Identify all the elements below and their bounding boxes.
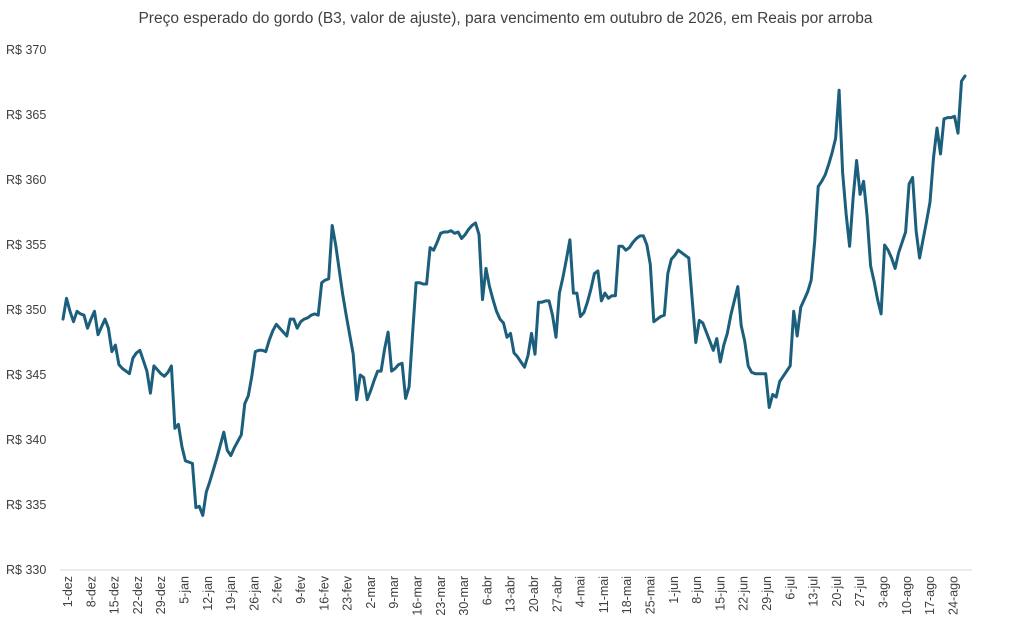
x-tick-label: 22-dez — [131, 576, 145, 614]
x-tick-label: 24-ago — [946, 576, 960, 615]
x-tick-label: 25-mai — [644, 576, 658, 614]
x-tick-label: 6-abr — [480, 576, 494, 605]
x-tick-label: 2-mar — [364, 576, 378, 609]
x-tick-label: 29-jun — [760, 576, 774, 611]
x-tick-label: 22-jun — [737, 576, 751, 611]
x-tick-label: 9-mar — [387, 576, 401, 609]
x-tick-label: 8-dez — [84, 576, 98, 607]
x-tick-label: 13-abr — [504, 576, 518, 612]
x-tick-label: 20-jul — [830, 576, 844, 607]
chart-title: Preço esperado do gordo (B3, valor de aj… — [138, 10, 873, 27]
x-tick-label: 30-mar — [457, 576, 471, 616]
x-axis: 1-dez 8-dez 15-dez 22-dez 29-dez 5-jan 12-jan 1… — [61, 575, 960, 615]
x-tick-label: 2-fev — [271, 575, 285, 604]
x-tick-label: 29-dez — [154, 576, 168, 614]
x-tick-label: 3-ago — [877, 576, 891, 608]
y-tick-label: R$ 340 — [6, 433, 46, 447]
x-tick-label: 1-dez — [61, 576, 75, 607]
x-tick-label: 26-jan — [247, 576, 261, 611]
y-axis: R$ 330 R$ 335 R$ 340 R$ 345 R$ 350 R$ 355 R$ 3… — [6, 43, 46, 577]
x-tick-label: 10-ago — [900, 576, 914, 615]
x-tick-label: 20-abr — [527, 576, 541, 612]
x-tick-label: 18-mai — [620, 576, 634, 614]
x-tick-label: 27-abr — [550, 576, 564, 612]
x-tick-label: 15-dez — [108, 576, 122, 614]
x-tick-label: 5-jan — [178, 576, 192, 604]
x-tick-label: 16-fev — [317, 575, 331, 610]
y-tick-label: R$ 360 — [6, 173, 46, 187]
x-tick-label: 23-fev — [341, 575, 355, 610]
y-tick-label: R$ 355 — [6, 238, 46, 252]
x-tick-label: 8-jun — [690, 576, 704, 604]
y-tick-label: R$ 335 — [6, 498, 46, 512]
x-tick-label: 12-jan — [201, 576, 215, 611]
price-series-line — [61, 74, 967, 517]
x-tick-label: 16-mar — [411, 576, 425, 616]
x-tick-label: 23-mar — [434, 576, 448, 616]
x-tick-label: 4-mai — [574, 576, 588, 607]
x-tick-label: 6-jul — [783, 576, 797, 600]
x-tick-label: 1-jun — [667, 576, 681, 604]
y-tick-label: R$ 330 — [6, 563, 46, 577]
x-tick-label: 27-jul — [853, 576, 867, 607]
x-tick-label: 9-fev — [294, 575, 308, 604]
x-tick-label: 15-jun — [713, 576, 727, 611]
y-tick-label: R$ 350 — [6, 303, 46, 317]
x-tick-label: 13-jul — [807, 576, 821, 607]
x-tick-label: 17-ago — [923, 576, 937, 615]
y-tick-label: R$ 370 — [6, 43, 46, 57]
x-tick-label: 19-jan — [224, 576, 238, 611]
y-tick-label: R$ 345 — [6, 368, 46, 382]
y-tick-label: R$ 365 — [6, 108, 46, 122]
x-tick-label: 11-mai — [597, 576, 611, 613]
